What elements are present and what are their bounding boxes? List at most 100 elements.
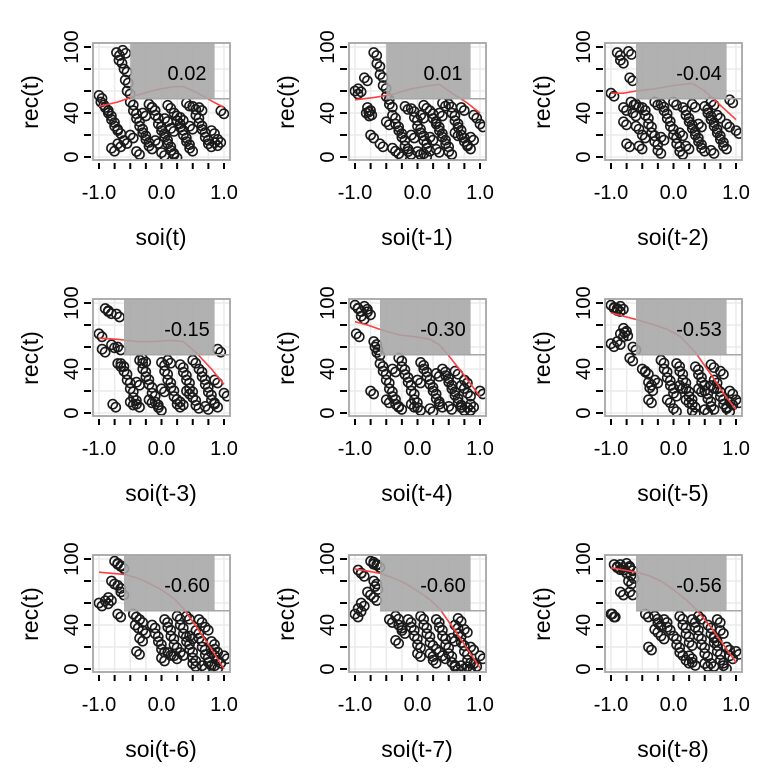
data-point: [393, 638, 405, 649]
data-point: [137, 127, 149, 139]
y-tick-label: 100: [61, 286, 83, 319]
data-point: [668, 403, 679, 414]
data-point: [636, 143, 648, 155]
correlation-legend-box: [124, 299, 215, 355]
data-point: [449, 127, 461, 139]
data-point: [622, 330, 634, 342]
plot-frame: [348, 298, 487, 417]
data-point: [623, 46, 634, 57]
data-point: [362, 586, 373, 598]
data-point: [368, 132, 380, 144]
data-point: [689, 408, 701, 416]
correlation-label: -0.53: [676, 319, 722, 341]
data-point: [639, 132, 651, 144]
data-point: [671, 390, 682, 402]
data-point: [421, 151, 433, 160]
data-point: [708, 383, 720, 394]
x-tick-label: -1.0: [594, 438, 628, 460]
data-point: [119, 74, 131, 86]
data-point: [146, 143, 158, 155]
data-point: [393, 401, 405, 413]
data-point: [187, 145, 199, 157]
y-tick-label: 40: [61, 358, 83, 380]
y-tick-label: 100: [61, 542, 83, 575]
data-point: [361, 303, 373, 315]
data-point: [624, 352, 636, 364]
data-point: [664, 624, 676, 636]
data-point: [658, 101, 670, 113]
data-point: [652, 377, 664, 389]
y-tick-label: 0: [573, 151, 595, 162]
data-point: [689, 101, 701, 113]
data-point: [180, 132, 192, 144]
data-point: [368, 47, 380, 58]
data-point: [137, 635, 149, 647]
data-point: [461, 627, 473, 638]
data-point: [680, 109, 692, 121]
data-point: [352, 611, 364, 623]
data-point: [368, 388, 380, 400]
data-point: [96, 600, 108, 612]
data-point: [399, 101, 411, 112]
data-point: [646, 379, 657, 391]
correlation-legend-box: [636, 299, 727, 355]
data-point: [112, 358, 124, 369]
x-tick-label: 1.0: [210, 182, 238, 204]
data-point: [643, 641, 654, 653]
correlation-legend-box: [124, 555, 215, 611]
data-point: [621, 325, 632, 337]
correlation-legend-box: [130, 43, 215, 99]
data-point: [714, 130, 726, 142]
x-tick-label: 1.0: [210, 438, 238, 460]
data-point: [652, 627, 664, 638]
correlation-label: -0.15: [164, 319, 210, 341]
data-point: [446, 379, 458, 391]
data-point: [202, 624, 214, 636]
data-point: [355, 567, 367, 579]
data-point: [102, 592, 114, 603]
data-point: [721, 143, 732, 155]
x-tick-label: 1.0: [466, 182, 494, 204]
x-tick-label: 1.0: [466, 438, 494, 460]
data-point: [377, 141, 389, 153]
data-point: [714, 654, 726, 666]
data-point: [105, 595, 117, 606]
data-point: [131, 646, 142, 657]
data-point: [614, 54, 626, 66]
data-point: [430, 143, 442, 155]
plot-frame: [348, 42, 487, 161]
data-point: [366, 109, 378, 121]
plot-frame: [92, 298, 231, 417]
data-point: [412, 120, 423, 132]
correlation-label: -0.60: [420, 575, 466, 597]
data-point: [137, 123, 149, 135]
data-point: [184, 613, 195, 625]
data-point: [365, 129, 377, 141]
data-point: [99, 346, 111, 358]
data-point: [683, 657, 695, 669]
data-point: [468, 109, 480, 121]
data-point: [418, 112, 430, 124]
points: [93, 303, 230, 416]
data-point: [655, 620, 667, 632]
x-axis-label: soi(t-3): [125, 480, 197, 506]
data-point: [714, 625, 726, 636]
data-point: [131, 376, 142, 388]
data-point: [105, 110, 117, 122]
correlation-legend-box: [380, 299, 471, 355]
data-point: [465, 664, 476, 672]
x-axis-label: soi(t-7): [381, 736, 453, 762]
data-point: [115, 611, 127, 623]
x-tick-label: 1.0: [466, 694, 494, 716]
data-point: [655, 147, 667, 159]
data-point: [143, 98, 155, 110]
plot-frame: [92, 554, 231, 673]
data-point: [162, 99, 174, 111]
data-point: [393, 619, 405, 631]
data-point: [156, 147, 167, 158]
data-point: [221, 653, 230, 665]
data-point: [140, 110, 152, 122]
x-axis-label: soi(t-4): [381, 480, 453, 506]
data-point: [639, 366, 651, 378]
data-point: [649, 610, 661, 622]
